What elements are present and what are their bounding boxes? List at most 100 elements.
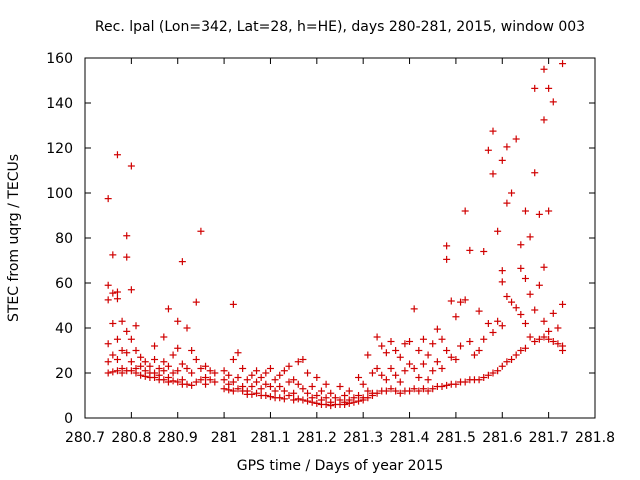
data-point [452, 356, 460, 363]
data-point [512, 135, 520, 143]
data-point [364, 351, 372, 359]
data-point [183, 380, 191, 388]
data-point [531, 306, 539, 314]
data-point [350, 398, 358, 406]
data-point [174, 378, 182, 386]
data-point [294, 358, 302, 366]
data-point [141, 372, 149, 380]
data-point [475, 347, 483, 354]
data-point [359, 380, 367, 388]
data-point [489, 170, 497, 178]
data-point [484, 320, 492, 327]
data-point [192, 298, 200, 306]
data-point [280, 387, 288, 395]
data-point [113, 335, 121, 343]
data-point [266, 365, 274, 372]
data-point [526, 290, 534, 298]
data-point [373, 365, 381, 372]
data-point [429, 367, 437, 375]
data-point [503, 358, 511, 366]
data-point [109, 368, 117, 376]
data-point [127, 367, 135, 375]
data-point [285, 392, 293, 399]
data-point [521, 320, 529, 327]
data-point [387, 365, 395, 372]
y-tick-label: 20 [55, 366, 73, 382]
data-point [276, 371, 284, 379]
data-point [341, 392, 349, 399]
data-point [109, 251, 117, 259]
data-point [457, 342, 465, 350]
data-point [452, 380, 460, 388]
data-point [531, 338, 539, 345]
data-point [192, 356, 200, 363]
data-point [127, 286, 135, 294]
data-point [415, 347, 423, 354]
data-point [549, 338, 557, 345]
data-point [424, 351, 432, 359]
data-point [313, 374, 321, 381]
x-tick-label: 281.1 [250, 430, 290, 446]
data-point [271, 387, 279, 395]
data-point [197, 365, 205, 372]
data-point [489, 369, 497, 377]
data-point [415, 374, 423, 381]
data-point [401, 340, 409, 348]
x-tick-label: 281.6 [482, 430, 522, 446]
y-axis: 0 20 40 60 80 100 120 140 160 [46, 51, 595, 427]
x-tick-label: 281.2 [297, 430, 337, 446]
data-point [229, 300, 237, 308]
data-point [304, 389, 312, 397]
data-point [443, 255, 451, 263]
data-point [484, 371, 492, 379]
data-point [336, 383, 344, 390]
x-tick-label: 280.9 [158, 430, 198, 446]
data-point [549, 98, 557, 106]
data-point [304, 397, 312, 405]
data-point [345, 387, 353, 395]
data-point [127, 335, 135, 343]
data-point [257, 385, 265, 393]
data-point [526, 233, 534, 241]
data-point [554, 324, 562, 332]
data-point [382, 387, 390, 395]
data-point [480, 374, 488, 381]
data-point [373, 389, 381, 397]
data-point [554, 340, 562, 348]
data-point [155, 365, 163, 372]
data-point [508, 298, 516, 306]
data-point [248, 371, 256, 379]
data-point [174, 367, 182, 375]
data-point [118, 347, 126, 354]
data-point [188, 381, 196, 389]
data-point [234, 385, 242, 393]
data-point [429, 340, 437, 348]
data-point [503, 293, 511, 300]
data-point [382, 376, 390, 384]
data-point [438, 365, 446, 372]
data-point [378, 342, 386, 350]
data-point [387, 338, 395, 345]
data-point [559, 300, 567, 308]
data-point [433, 325, 441, 333]
y-tick-label: 80 [55, 231, 73, 247]
data-point [262, 392, 270, 399]
data-point [457, 298, 465, 306]
data-point [470, 351, 478, 359]
data-point [308, 398, 316, 406]
x-axis: 280.7 280.8 280.9 281 281.1 281.2 281.3 281.4 28… [65, 58, 615, 446]
data-point [438, 383, 446, 390]
x-tick-label: 281.4 [389, 430, 429, 446]
data-point [118, 317, 126, 325]
data-point [137, 371, 145, 379]
data-point [229, 356, 237, 363]
data-point [113, 367, 121, 375]
data-point [164, 378, 172, 386]
data-point [540, 333, 548, 341]
x-tick-label: 281 [211, 430, 238, 446]
data-point [521, 344, 529, 352]
data-point [257, 374, 265, 381]
data-point [299, 396, 307, 404]
data-point [549, 309, 557, 317]
